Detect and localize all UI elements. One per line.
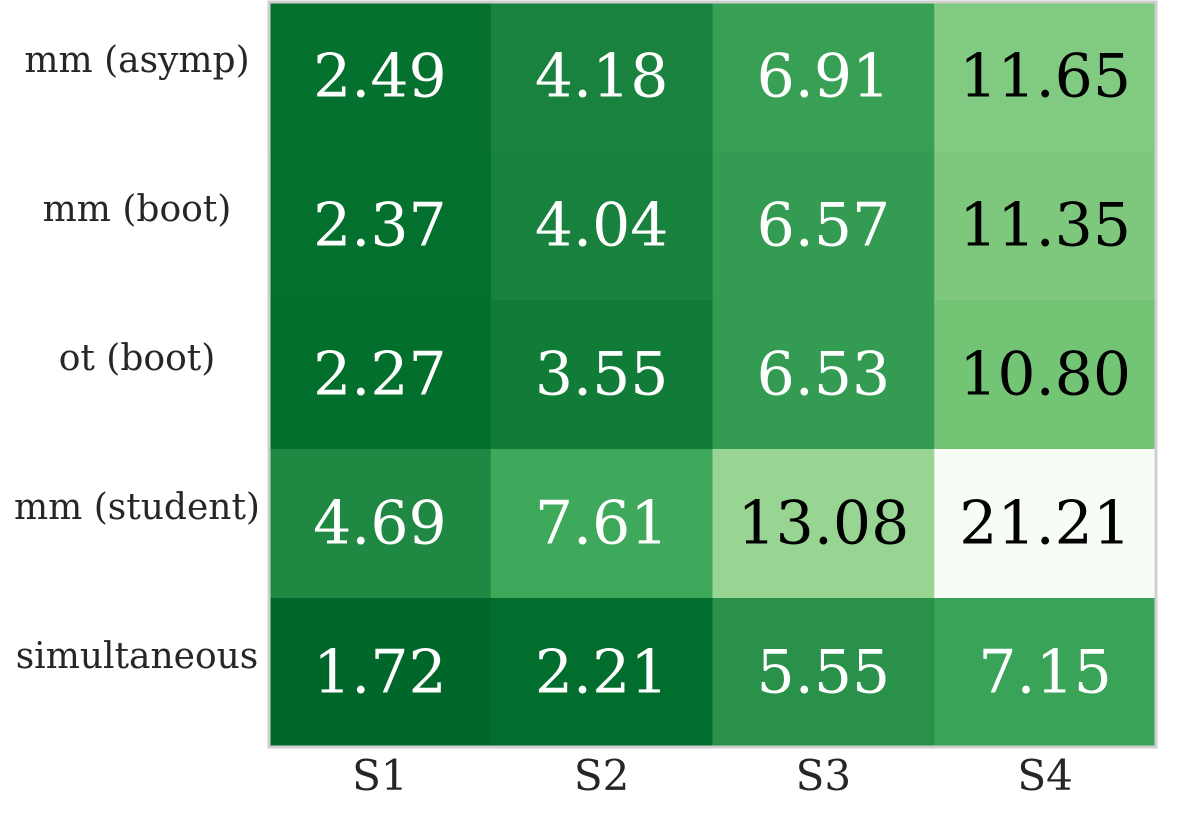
y-tick-label: mm (boot)	[43, 189, 232, 230]
heatmap-cell	[712, 2, 935, 152]
x-tick-label: S2	[574, 751, 630, 800]
cell-value-label: 6.57	[757, 191, 891, 261]
plot-frame	[267, 0, 1158, 749]
heatmap-cell	[934, 449, 1157, 599]
heatmap-cell	[269, 2, 492, 152]
heatmap-cell	[712, 151, 935, 301]
heatmap-cell	[490, 449, 713, 599]
cell-value-label: 4.04	[535, 191, 669, 261]
y-tick-label: simultaneous	[16, 636, 259, 677]
cell-value-label: 3.55	[535, 340, 669, 410]
heatmap-cell	[934, 2, 1157, 152]
y-tick-label: mm (asymp)	[24, 40, 249, 81]
cell-value-label: 6.91	[757, 42, 891, 112]
heatmap-cell	[269, 449, 492, 599]
heatmap-cell	[269, 598, 492, 748]
heatmap-cell	[934, 151, 1157, 301]
heatmap-cell	[712, 449, 935, 599]
heatmap-cell	[712, 300, 935, 450]
cell-value-label: 21.21	[959, 489, 1131, 559]
heatmap-cell	[490, 2, 713, 152]
heatmap-cell	[269, 151, 492, 301]
y-tick-labels: mm (asymp) mm (boot) ot (boot) mm (student)…	[14, 40, 260, 677]
cell-value-label: 2.49	[313, 42, 447, 112]
cell-value-label: 4.18	[535, 42, 669, 112]
heatmap-cell	[712, 598, 935, 748]
cell-value-label: 6.53	[757, 340, 891, 410]
cell-value-label: 2.37	[313, 191, 447, 261]
cell-value-label: 11.65	[959, 42, 1131, 112]
heatmap-cell	[490, 598, 713, 748]
heatmap-cells	[269, 2, 1157, 748]
x-tick-label: S3	[796, 751, 852, 800]
x-tick-label: S4	[1017, 751, 1073, 800]
cell-value-label: 7.15	[978, 638, 1112, 708]
heatmap-cell	[490, 300, 713, 450]
y-tick-label: mm (student)	[14, 487, 260, 528]
heatmap-cell	[490, 151, 713, 301]
cell-value-label: 4.69	[313, 489, 447, 559]
heatmap-cell	[934, 300, 1157, 450]
x-tick-labels: S1 S2 S3 S4	[352, 751, 1073, 800]
x-tick-label: S1	[352, 751, 408, 800]
heatmap-cell	[269, 300, 492, 450]
cell-value-label: 2.21	[535, 638, 669, 708]
cell-value-label: 1.72	[313, 638, 447, 708]
cell-value-label: 13.08	[737, 489, 909, 559]
cell-value-label: 11.35	[959, 191, 1131, 261]
cell-value-label: 5.55	[757, 638, 891, 708]
cell-value-labels: 2.49 4.18 6.91 11.65 2.37 4.04 6.57 11.35 2.27 3.…	[313, 42, 1131, 708]
heatmap-cell	[934, 598, 1157, 748]
cell-value-label: 7.61	[535, 489, 669, 559]
y-tick-label: ot (boot)	[59, 338, 216, 379]
cell-value-label: 2.27	[313, 340, 447, 410]
cell-value-label: 10.80	[959, 340, 1131, 410]
